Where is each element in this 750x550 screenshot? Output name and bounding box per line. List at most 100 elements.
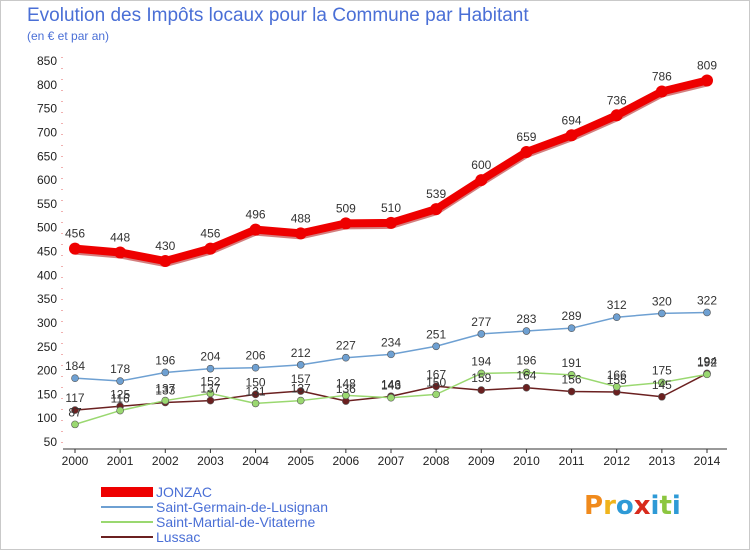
data-label: 131 — [246, 384, 266, 398]
data-label: 509 — [336, 201, 356, 215]
x-tick-label: 2011 — [559, 454, 585, 468]
data-label: 251 — [426, 327, 446, 341]
legend-swatch — [101, 536, 153, 538]
data-point — [342, 353, 350, 362]
data-point — [69, 242, 81, 255]
data-label: 488 — [291, 211, 311, 225]
data-label: 159 — [471, 371, 491, 385]
chart-title: Evolution des Impôts locaux pour la Comm… — [27, 5, 529, 26]
legend-label: JONZAC — [156, 484, 212, 500]
y-tick-label: 450 — [37, 245, 57, 259]
data-point — [161, 368, 170, 377]
data-point — [658, 392, 666, 401]
series-layer — [69, 74, 713, 429]
legend-label: Saint-Germain-de-Lusignan — [156, 499, 328, 515]
data-label: 430 — [155, 239, 175, 253]
data-label: 117 — [65, 391, 84, 405]
logo-letter: x — [633, 491, 651, 521]
logo-letter: i — [650, 491, 660, 521]
data-point — [477, 330, 486, 338]
data-label: 150 — [426, 375, 446, 389]
data-label: 87 — [68, 405, 82, 419]
data-label: 136 — [336, 382, 356, 396]
data-point — [387, 350, 395, 359]
series-line — [74, 76, 708, 266]
data-label: 152 — [200, 374, 220, 388]
x-tick-label: 2002 — [152, 454, 179, 468]
data-point — [610, 109, 623, 122]
legend-swatch — [101, 521, 153, 523]
data-label: 166 — [607, 368, 627, 382]
data-label: 125 — [110, 387, 130, 401]
data-point — [477, 386, 486, 394]
x-tick-label: 2003 — [197, 454, 224, 468]
series-line-shadow — [74, 78, 708, 268]
data-label: 539 — [426, 187, 446, 201]
y-tick-label: 800 — [37, 78, 57, 92]
y-tick-label: 300 — [37, 316, 57, 330]
data-point — [612, 382, 621, 391]
data-point — [116, 377, 124, 385]
data-point — [658, 378, 666, 387]
data-label: 322 — [697, 293, 717, 307]
data-label: 809 — [697, 59, 717, 73]
data-label: 133 — [155, 383, 175, 397]
proxiti-logo: Proxiti — [584, 491, 681, 521]
y-tick-label: 650 — [37, 149, 57, 163]
y-tick-label: 600 — [37, 173, 57, 187]
logo-letter: o — [615, 491, 634, 521]
data-point — [701, 74, 713, 87]
data-point — [296, 361, 305, 369]
y-tick-label: 400 — [37, 268, 57, 282]
logo-letter: i — [671, 491, 681, 521]
y-tick-label: 550 — [37, 197, 57, 211]
data-label: 143 — [381, 379, 401, 393]
data-label: 137 — [155, 382, 175, 396]
x-tick-label: 2013 — [649, 454, 676, 468]
data-point — [567, 324, 576, 332]
data-point — [658, 309, 666, 318]
data-point — [206, 389, 215, 398]
data-point — [432, 342, 440, 351]
data-point — [114, 246, 127, 259]
data-point — [655, 85, 668, 98]
data-point — [251, 390, 260, 399]
data-label: 289 — [562, 309, 582, 323]
data-label: 148 — [336, 376, 356, 390]
data-point — [475, 174, 488, 187]
data-label: 206 — [246, 349, 266, 363]
data-label: 510 — [381, 201, 401, 215]
data-label: 137 — [200, 382, 220, 396]
data-label: 116 — [111, 392, 130, 406]
y-tick-label: 850 — [37, 54, 57, 68]
data-label: 283 — [516, 312, 536, 326]
data-label: 184 — [65, 359, 85, 373]
data-label: 196 — [516, 353, 536, 367]
axes: 50 100 150 200 250 300 350 400 450 500 550 600 650 70… — [37, 54, 727, 468]
data-label: 164 — [516, 369, 536, 383]
data-point — [567, 371, 576, 379]
data-label: 167 — [426, 367, 446, 381]
data-label: 145 — [652, 378, 672, 392]
data-point — [71, 420, 79, 429]
data-label: 156 — [562, 373, 582, 387]
data-point — [71, 406, 79, 414]
data-point — [520, 145, 533, 158]
data-label: 448 — [110, 230, 130, 244]
data-label: 234 — [381, 335, 401, 349]
y-tick-label: 500 — [37, 221, 57, 235]
data-point — [296, 387, 305, 395]
data-point — [294, 227, 307, 240]
data-point — [565, 129, 578, 142]
data-point — [432, 390, 440, 399]
data-point — [251, 363, 260, 372]
chart-subtitle: (en € et par an) — [27, 29, 110, 43]
data-label: 194 — [471, 354, 491, 368]
logo-letter: P — [584, 491, 604, 521]
data-point — [342, 391, 350, 400]
data-label: 146 — [381, 377, 401, 391]
data-label: 600 — [471, 158, 491, 172]
data-label: 155 — [607, 373, 627, 387]
